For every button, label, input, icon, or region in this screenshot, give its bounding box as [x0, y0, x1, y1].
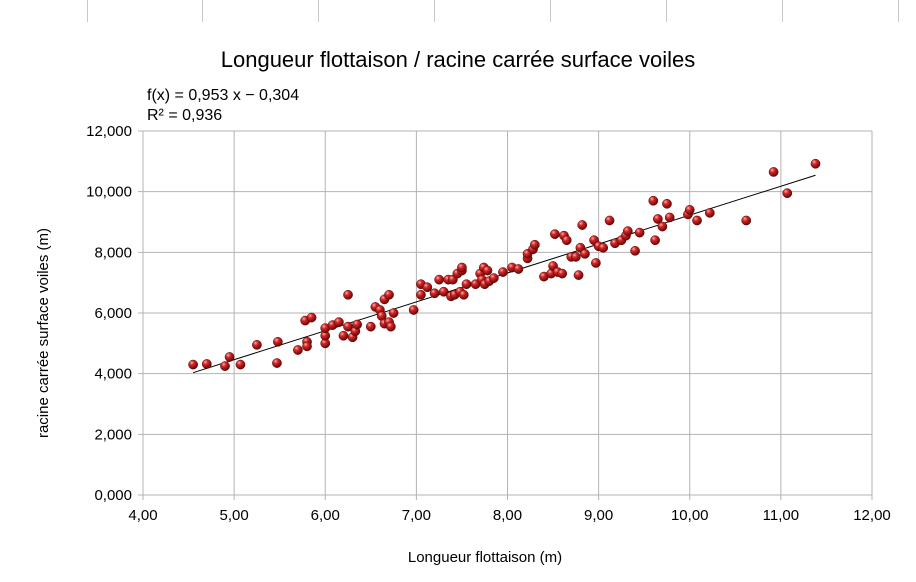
data-point — [416, 289, 426, 300]
x-tick-label: 6,00 — [311, 507, 340, 524]
x-tick-label: 9,00 — [584, 507, 613, 524]
x-tick-label: 4,00 — [128, 507, 157, 524]
sheet-column-line — [782, 0, 783, 22]
data-point — [457, 262, 467, 273]
x-tick-label: 8,00 — [493, 507, 522, 524]
data-point — [429, 288, 440, 299]
data-point — [293, 345, 303, 355]
data-point — [488, 273, 499, 283]
data-point — [573, 270, 584, 280]
data-point — [657, 221, 668, 232]
data-point — [384, 289, 394, 300]
grid-lines — [138, 130, 873, 500]
data-point — [561, 235, 572, 246]
data-point — [498, 267, 508, 277]
data-point — [343, 321, 353, 332]
data-point — [810, 158, 821, 169]
axes — [142, 131, 872, 496]
data-point — [224, 352, 235, 362]
data-point — [334, 317, 344, 327]
data-point — [482, 265, 493, 276]
x-tick-label: 5,00 — [220, 507, 249, 524]
data-point — [220, 361, 230, 371]
data-point — [352, 319, 362, 330]
data-point — [422, 282, 433, 293]
data-point — [648, 195, 659, 206]
data-point — [235, 359, 246, 370]
y-tick-label: 2,000 — [94, 426, 132, 443]
x-axis-title: Longueur flottaison (m) — [408, 549, 562, 566]
data-point — [272, 358, 282, 368]
data-point — [458, 289, 469, 300]
data-point — [604, 215, 615, 226]
data-point — [306, 312, 317, 323]
data-point — [386, 321, 396, 332]
data-point — [741, 215, 752, 226]
sheet-column-line — [550, 0, 551, 22]
data-point — [580, 249, 590, 259]
data-point — [782, 188, 793, 199]
data-point — [692, 215, 702, 226]
y-tick-label: 6,000 — [94, 305, 132, 322]
sheet-column-line — [87, 0, 88, 22]
tick-labels: 4,00 5,00 6,00 7,00 8,00 9,00 10,00 11,00 12,000… — [86, 123, 891, 524]
x-tick-label: 7,00 — [402, 507, 431, 524]
sheet-column-line — [318, 0, 319, 22]
data-point — [252, 340, 262, 350]
sheet-column-line — [898, 0, 899, 22]
sheet-column-line — [202, 0, 203, 22]
data-point — [653, 214, 663, 224]
y-tick-label: 8,000 — [94, 244, 132, 261]
data-point — [529, 239, 540, 250]
data-point — [557, 268, 568, 279]
data-point — [577, 220, 588, 230]
data-point — [201, 359, 212, 369]
data-point — [513, 264, 524, 274]
data-point — [704, 208, 715, 218]
x-tick-label: 10,00 — [671, 507, 709, 524]
data-point — [634, 227, 645, 238]
data-point — [302, 341, 312, 352]
trendline-equation: f(x) = 0,953 x − 0,304 — [147, 87, 300, 104]
sheet-column-line — [666, 0, 667, 22]
y-axis-title: racine carrée surface voiles (m) — [35, 228, 52, 438]
data-point — [598, 242, 609, 253]
chart-title: Longueur flottaison / racine carrée surf… — [220, 47, 696, 72]
data-point — [338, 330, 349, 341]
data-point — [550, 229, 560, 239]
data-points — [188, 158, 821, 371]
data-point — [622, 226, 633, 236]
data-point — [570, 252, 581, 262]
data-point — [662, 198, 672, 209]
x-tick-label: 11,00 — [763, 507, 799, 524]
data-point — [438, 286, 449, 297]
y-tick-label: 12,000 — [86, 123, 132, 140]
x-tick-label: 12,00 — [853, 507, 891, 524]
data-point — [650, 235, 660, 246]
data-point — [591, 258, 601, 268]
spreadsheet-column-lines — [0, 0, 916, 22]
sheet-column-line — [434, 0, 435, 22]
y-tick-label: 4,000 — [94, 366, 132, 383]
data-point — [273, 336, 283, 347]
trendline-r-squared: R² = 0,936 — [147, 107, 223, 124]
data-point — [434, 274, 445, 285]
data-point — [664, 212, 675, 223]
data-point — [408, 305, 419, 315]
data-point — [388, 308, 399, 318]
data-point — [188, 359, 198, 370]
data-point — [684, 205, 695, 215]
data-point — [461, 279, 472, 290]
data-point — [365, 321, 376, 332]
y-tick-label: 10,000 — [86, 184, 132, 201]
data-point — [343, 289, 353, 300]
data-point — [630, 245, 640, 256]
y-tick-label: 0,000 — [94, 487, 132, 504]
data-point — [768, 167, 779, 177]
